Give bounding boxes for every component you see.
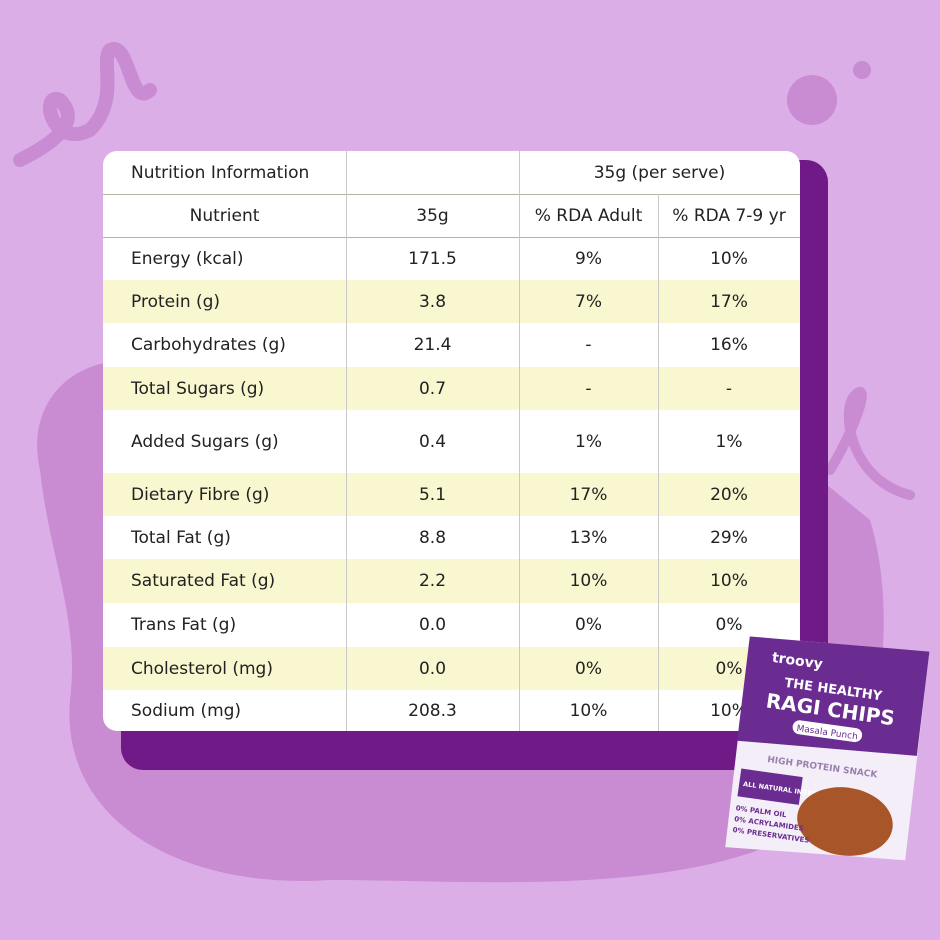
nutrient-value: 21.4 [413, 335, 452, 355]
nutrient-value: 17% [710, 291, 748, 312]
nutrient-value: - [725, 378, 733, 399]
nutrient-value: 0.0 [418, 658, 447, 679]
nutrient-value: 17% [569, 484, 608, 505]
nutrient-value: 20% [710, 484, 748, 505]
column-rule [658, 194, 659, 731]
row-stripe [103, 280, 800, 323]
column-header: 35g [416, 205, 449, 226]
nutrient-name: Added Sugars (g) [131, 431, 279, 452]
product-pack: troovy THE HEALTHY RAGI CHIPS Masala Pun… [725, 636, 930, 861]
nutrient-name: Sodium (mg) [131, 700, 242, 721]
nutrient-name: Total Fat (g) [131, 527, 231, 548]
nutrient-name: Energy (kcal) [131, 248, 244, 269]
nutrition-table: Nutrition Information 35g (per serve) Nutr… [103, 151, 800, 731]
column-header: % RDA Adult [534, 205, 643, 226]
nutrient-name: Carbohydrates (g) [131, 335, 286, 355]
nutrient-value: 10% [710, 248, 748, 269]
nutrient-value: 0% [715, 658, 743, 679]
dot [787, 75, 837, 125]
nutrient-value: 208.3 [408, 700, 457, 721]
nutrient-name: Dietary Fibre (g) [131, 484, 270, 505]
row-stripe [103, 647, 800, 690]
serve-header: 35g (per serve) [593, 162, 726, 183]
column-header: % RDA 7-9 yr [672, 205, 786, 226]
nutrient-value: 2.2 [418, 571, 447, 591]
nutrient-value: 1% [715, 431, 743, 452]
nutrient-name: Cholesterol (mg) [131, 658, 273, 679]
table-title: Nutrition Information [131, 162, 310, 183]
nutrient-value: 3.8 [418, 291, 447, 312]
nutrient-value: 0.7 [418, 378, 447, 399]
column-rule [519, 151, 520, 731]
nutrient-value: 0.0 [418, 615, 447, 635]
nutrient-value: 8.8 [418, 527, 447, 548]
nutrient-value: 10% [569, 700, 608, 721]
row-stripe [103, 559, 800, 603]
nutrient-value: - [585, 378, 592, 399]
nutrient-value: 0% [715, 615, 743, 635]
chips [797, 787, 893, 856]
row-stripe [103, 367, 800, 410]
dot [853, 61, 871, 79]
nutrient-value: 10% [710, 700, 748, 721]
nutrient-name: Trans Fat (g) [131, 615, 237, 635]
squiggle [13, 42, 157, 167]
column-header: Nutrient [189, 205, 260, 226]
nutrient-value: 0% [575, 615, 602, 635]
flavour-pill [792, 720, 863, 743]
nutrient-value: 0.4 [418, 431, 447, 452]
nutrient-value: 29% [710, 527, 748, 548]
pack-top [737, 636, 930, 756]
nutrient-value: 7% [575, 291, 602, 312]
nutrient-name: Protein (g) [131, 291, 221, 312]
badge-bg [737, 768, 803, 805]
nutrient-value: 0% [575, 658, 602, 679]
nutrient-value: 171.5 [408, 248, 457, 269]
rule [103, 237, 800, 238]
brand: troovy [771, 650, 824, 673]
nutrient-value: 1% [575, 431, 602, 452]
nutrient-value: 10% [710, 571, 748, 591]
nutrient-value: 16% [710, 335, 748, 355]
rule [103, 194, 800, 195]
row-stripe [103, 473, 800, 516]
nutrient-name: Total Sugars (g) [131, 378, 265, 399]
column-rule [346, 151, 347, 731]
nutrient-value: - [585, 335, 592, 355]
nutrient-name: Saturated Fat (g) [131, 571, 276, 591]
nutrient-value: 13% [569, 527, 608, 548]
squiggle [825, 387, 915, 500]
nutrient-value: 5.1 [418, 484, 447, 505]
nutrient-value: 9% [575, 248, 602, 269]
nutrient-value: 10% [569, 571, 608, 591]
